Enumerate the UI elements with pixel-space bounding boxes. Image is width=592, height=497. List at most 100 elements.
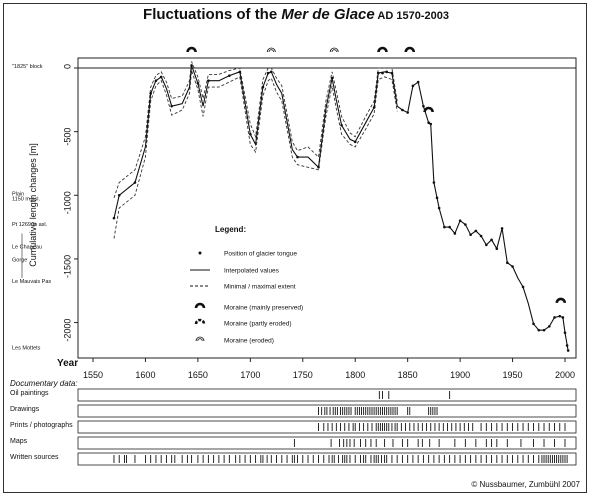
legend-symbol bbox=[198, 251, 202, 255]
observation-point bbox=[133, 181, 137, 184]
axis-ticks: 1550 1600 1650 1700 1750 1800 1850 1900 1950 2000… bbox=[28, 64, 575, 380]
doc-row bbox=[77, 404, 577, 418]
legend-symbol bbox=[194, 318, 206, 325]
observation-point bbox=[401, 108, 404, 112]
observation-point bbox=[561, 316, 565, 319]
x-axis-label: Year bbox=[57, 358, 78, 369]
observation-point bbox=[207, 79, 210, 83]
side-label: Pt 1269 m asl. bbox=[12, 222, 48, 228]
observation-point bbox=[261, 85, 265, 89]
observation-point bbox=[196, 81, 200, 85]
doc-row bbox=[77, 420, 577, 434]
x-tick-label: 1800 bbox=[345, 370, 365, 380]
maximal-extent-line bbox=[113, 61, 398, 198]
observation-point bbox=[154, 79, 158, 83]
moraine-arc bbox=[555, 297, 567, 304]
observation-point bbox=[485, 243, 488, 247]
x-tick-label: 1550 bbox=[83, 370, 103, 380]
observation-point bbox=[411, 84, 415, 88]
observation-point bbox=[385, 70, 388, 74]
observation-point bbox=[537, 328, 541, 332]
plot-border bbox=[77, 57, 577, 359]
moraine-arc bbox=[329, 47, 339, 53]
y-tick-label: -2000 bbox=[62, 319, 72, 342]
moraine-arc bbox=[186, 46, 197, 53]
documentary-strips bbox=[77, 388, 577, 466]
minimal-extent-line bbox=[113, 70, 398, 239]
side-label: Les Mottets bbox=[12, 345, 41, 351]
doc-row-box bbox=[77, 388, 577, 402]
observation-point bbox=[406, 111, 409, 114]
y-tick-label: 0 bbox=[62, 64, 72, 69]
observation-point bbox=[500, 227, 504, 230]
axes bbox=[77, 57, 577, 359]
moraines bbox=[186, 46, 567, 304]
x-tick-label: 1900 bbox=[450, 370, 470, 380]
observation-point bbox=[506, 261, 509, 265]
observation-point bbox=[432, 181, 436, 184]
observation-point bbox=[381, 71, 384, 75]
legend-label: Moraine (mainly preserved) bbox=[224, 305, 303, 312]
doc-row bbox=[77, 452, 577, 466]
observation-point bbox=[435, 196, 439, 200]
moraine-arc bbox=[266, 47, 276, 53]
legend-label: Moraine (partly eroded) bbox=[224, 321, 292, 328]
observation-point bbox=[353, 140, 357, 144]
observation-point bbox=[228, 74, 231, 77]
interpolated-line bbox=[113, 65, 569, 351]
doc-row-label: Oil paintings bbox=[10, 390, 49, 397]
doc-row-box bbox=[77, 436, 577, 450]
observation-point bbox=[458, 219, 462, 223]
moraine-marker bbox=[186, 46, 197, 53]
legend-item-moraine-eroded: Moraine (eroded) bbox=[195, 336, 274, 345]
side-label: "1825" block bbox=[12, 64, 43, 70]
observation-point bbox=[495, 247, 499, 251]
observation-point bbox=[566, 349, 570, 352]
moraine-marker bbox=[329, 47, 339, 53]
legend-item-moraine-partly: Moraine (partly eroded) bbox=[194, 318, 292, 328]
x-tick-label: 1600 bbox=[135, 370, 155, 380]
legend-label: Minimal / maximal extent bbox=[224, 284, 296, 291]
observation-point bbox=[464, 223, 467, 226]
x-tick-label: 2000 bbox=[555, 370, 575, 380]
observation-point bbox=[479, 234, 483, 238]
observation-point bbox=[330, 76, 334, 80]
side-label: Gorge bbox=[12, 257, 27, 263]
observation-point bbox=[170, 104, 173, 108]
doc-row-box bbox=[77, 452, 577, 466]
observation-point bbox=[547, 325, 551, 328]
observation-point bbox=[490, 238, 493, 242]
observation-point bbox=[270, 70, 273, 74]
observation-point bbox=[238, 70, 242, 74]
doc-row bbox=[77, 436, 577, 450]
observation-point bbox=[453, 232, 457, 235]
legend-title: Legend: bbox=[215, 225, 246, 234]
y-tick-label: -1500 bbox=[62, 255, 72, 278]
doc-row-label: Written sources bbox=[10, 454, 59, 461]
observation-point bbox=[448, 225, 451, 229]
moraine-arc bbox=[423, 106, 434, 113]
observation-point bbox=[443, 225, 446, 229]
observation-point bbox=[521, 285, 525, 289]
side-label: Le Chapeau bbox=[12, 245, 42, 251]
moraine-arc-inner bbox=[331, 49, 337, 53]
doc-row bbox=[77, 388, 577, 402]
observation-point bbox=[117, 193, 121, 197]
observation-point bbox=[563, 331, 567, 335]
y-tick-label: -500 bbox=[62, 128, 72, 146]
observation-point bbox=[558, 314, 562, 318]
title-glacier: Mer de Glace bbox=[281, 6, 375, 23]
chart-title: Fluctuations of the Mer de Glace AD 1570… bbox=[0, 6, 592, 23]
observation-point bbox=[511, 265, 514, 268]
observation-point bbox=[427, 121, 430, 125]
doc-row-label: Prints / photographs bbox=[10, 422, 73, 429]
moraine-marker bbox=[423, 106, 434, 113]
observation-point bbox=[112, 216, 116, 220]
observation-point bbox=[159, 75, 163, 79]
moraine-marker bbox=[377, 46, 388, 53]
moraine-arc-inner bbox=[268, 49, 275, 53]
observation-point bbox=[429, 122, 433, 126]
moraine-arc bbox=[195, 336, 205, 342]
x-tick-label: 1650 bbox=[188, 370, 208, 380]
